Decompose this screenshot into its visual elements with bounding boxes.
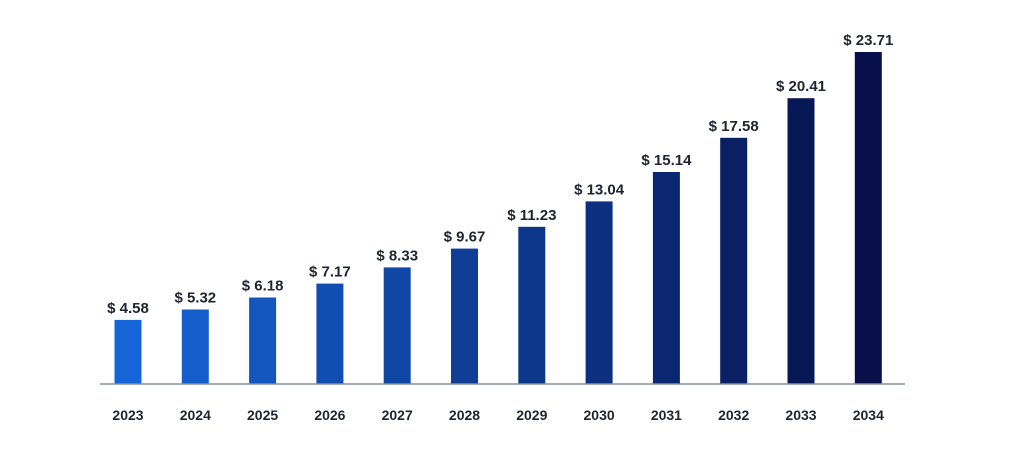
value-label-2027: $ 8.33 — [376, 247, 418, 264]
value-label-2025: $ 6.18 — [242, 278, 284, 295]
value-label-2032: $ 17.58 — [709, 118, 759, 135]
x-tick-label-2028: 2028 — [449, 407, 480, 423]
x-tick-label-2025: 2025 — [247, 407, 278, 423]
value-label-2031: $ 15.14 — [641, 152, 692, 169]
bar-2024 — [181, 309, 209, 384]
bar-2034 — [854, 52, 882, 384]
x-tick-label-2034: 2034 — [853, 407, 884, 423]
bar-2027 — [383, 267, 411, 384]
x-tick-label-2033: 2033 — [785, 407, 816, 423]
bar-2030 — [585, 201, 613, 384]
bar-2026 — [316, 283, 344, 384]
value-label-2024: $ 5.32 — [174, 290, 216, 307]
x-tick-label-2027: 2027 — [382, 407, 413, 423]
bar-2033 — [787, 98, 815, 384]
bar-2028 — [451, 248, 478, 384]
value-label-2026: $ 7.17 — [309, 264, 351, 281]
bar-2029 — [518, 226, 546, 384]
value-label-2029: $ 11.23 — [507, 207, 556, 224]
bars-group — [114, 52, 882, 384]
bar-2031 — [652, 172, 680, 384]
x-tick-label-2023: 2023 — [112, 407, 143, 423]
bar-2025 — [249, 297, 277, 384]
value-label-2023: $ 4.58 — [107, 300, 149, 317]
x-tick-label-2031: 2031 — [651, 407, 682, 423]
bar-2032 — [720, 137, 748, 384]
value-labels-group: $ 4.58 $ 5.32 $ 6.18 $ 7.17 $ 8.33 $ 9.67 $ 11… — [107, 32, 893, 317]
value-label-2030: $ 13.04 — [574, 181, 625, 198]
bar-2023 — [114, 319, 142, 384]
x-tick-label-2030: 2030 — [584, 407, 615, 423]
x-tick-label-2029: 2029 — [516, 407, 547, 423]
x-tick-label-2024: 2024 — [180, 407, 211, 423]
x-tick-label-2026: 2026 — [314, 407, 345, 423]
value-label-2034: $ 23.71 — [843, 32, 893, 49]
x-tick-labels-group: 2023 2024 2025 2026 2027 2028 2029 2030 2031 2032… — [112, 407, 884, 423]
x-tick-label-2032: 2032 — [718, 407, 749, 423]
value-label-2033: $ 20.41 — [776, 78, 826, 95]
value-label-2028: $ 9.67 — [444, 229, 486, 246]
